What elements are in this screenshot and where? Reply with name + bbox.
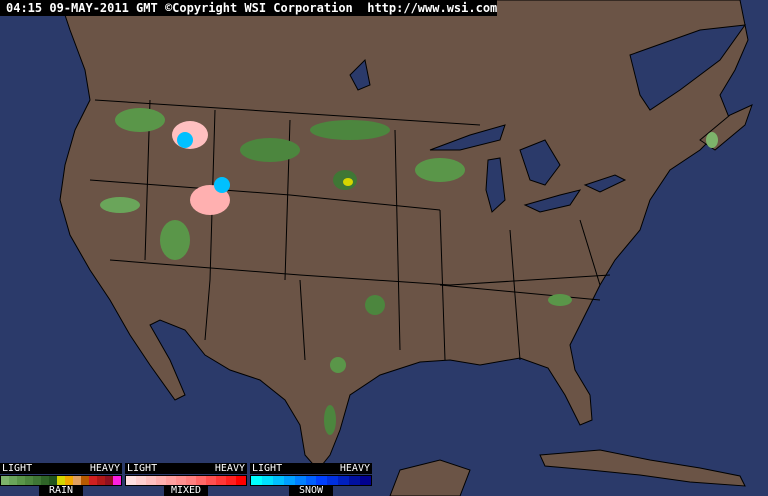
legend-swatch [9,476,17,485]
legend-swatch [166,476,176,485]
legend-swatch [338,476,350,485]
legend-swatch [25,476,33,485]
legend-name: RAIN [39,486,83,496]
legend-swatch [113,476,121,485]
legend-swatch [226,476,236,485]
legend-swatch [33,476,41,485]
legend-swatch [261,476,273,485]
legend-swatch [97,476,105,485]
legend-swatch [41,476,49,485]
legend-swatch [126,476,136,485]
legend-swatch [176,476,186,485]
mexico-land [389,459,471,496]
legend-swatch [216,476,226,485]
legend-swatch [89,476,97,485]
precipitation-echoes [100,108,718,435]
legend-swatch [65,476,73,485]
legend-swatch [283,476,295,485]
legend-swatch [146,476,156,485]
legend-swatch [136,476,146,485]
legend-name: MIXED [164,486,208,496]
great-lakes [349,24,747,213]
legend-swatch [105,476,113,485]
legend-light-label: LIGHT [252,463,283,474]
legend-swatch [73,476,81,485]
legend-color-scale [125,475,247,486]
north-america-land [59,0,749,471]
legend-swatch [1,476,9,485]
legend-heavy-label: HEAVY [214,463,245,474]
legend-swatch [316,476,328,485]
legend-swatch [251,476,262,485]
cuba-land [539,449,746,487]
legend-color-scale [250,475,372,486]
legend-snow: LIGHT HEAVY SNOW [250,463,372,496]
legend-swatch [294,476,306,485]
legend-swatch [272,476,284,485]
legend-swatch [305,476,317,485]
timestamp-copyright-header: 04:15 09-MAY-2011 GMT ©Copyright WSI Cor… [0,0,497,16]
legend-heavy-label: HEAVY [339,463,370,474]
legend-swatch [81,476,89,485]
legend-mixed: LIGHT HEAVY MIXED [125,463,247,496]
legend-color-scale [0,475,122,486]
legend-swatch [17,476,25,485]
legend-name: SNOW [289,486,333,496]
legend-swatch [360,476,371,485]
legend-swatch [57,476,65,485]
legend-swatch [206,476,216,485]
legend-heavy-label: HEAVY [89,463,120,474]
legend-rain: LIGHT HEAVY RAIN [0,463,122,496]
state-borders [89,99,611,361]
legend-swatch [236,476,246,485]
legend-swatch [327,476,339,485]
legend-light-label: LIGHT [2,463,33,474]
legend-swatch [196,476,206,485]
legend-swatch [156,476,166,485]
legend-light-label: LIGHT [127,463,158,474]
legend-swatch [186,476,196,485]
legend-swatch [49,476,57,485]
legend-swatch [349,476,361,485]
